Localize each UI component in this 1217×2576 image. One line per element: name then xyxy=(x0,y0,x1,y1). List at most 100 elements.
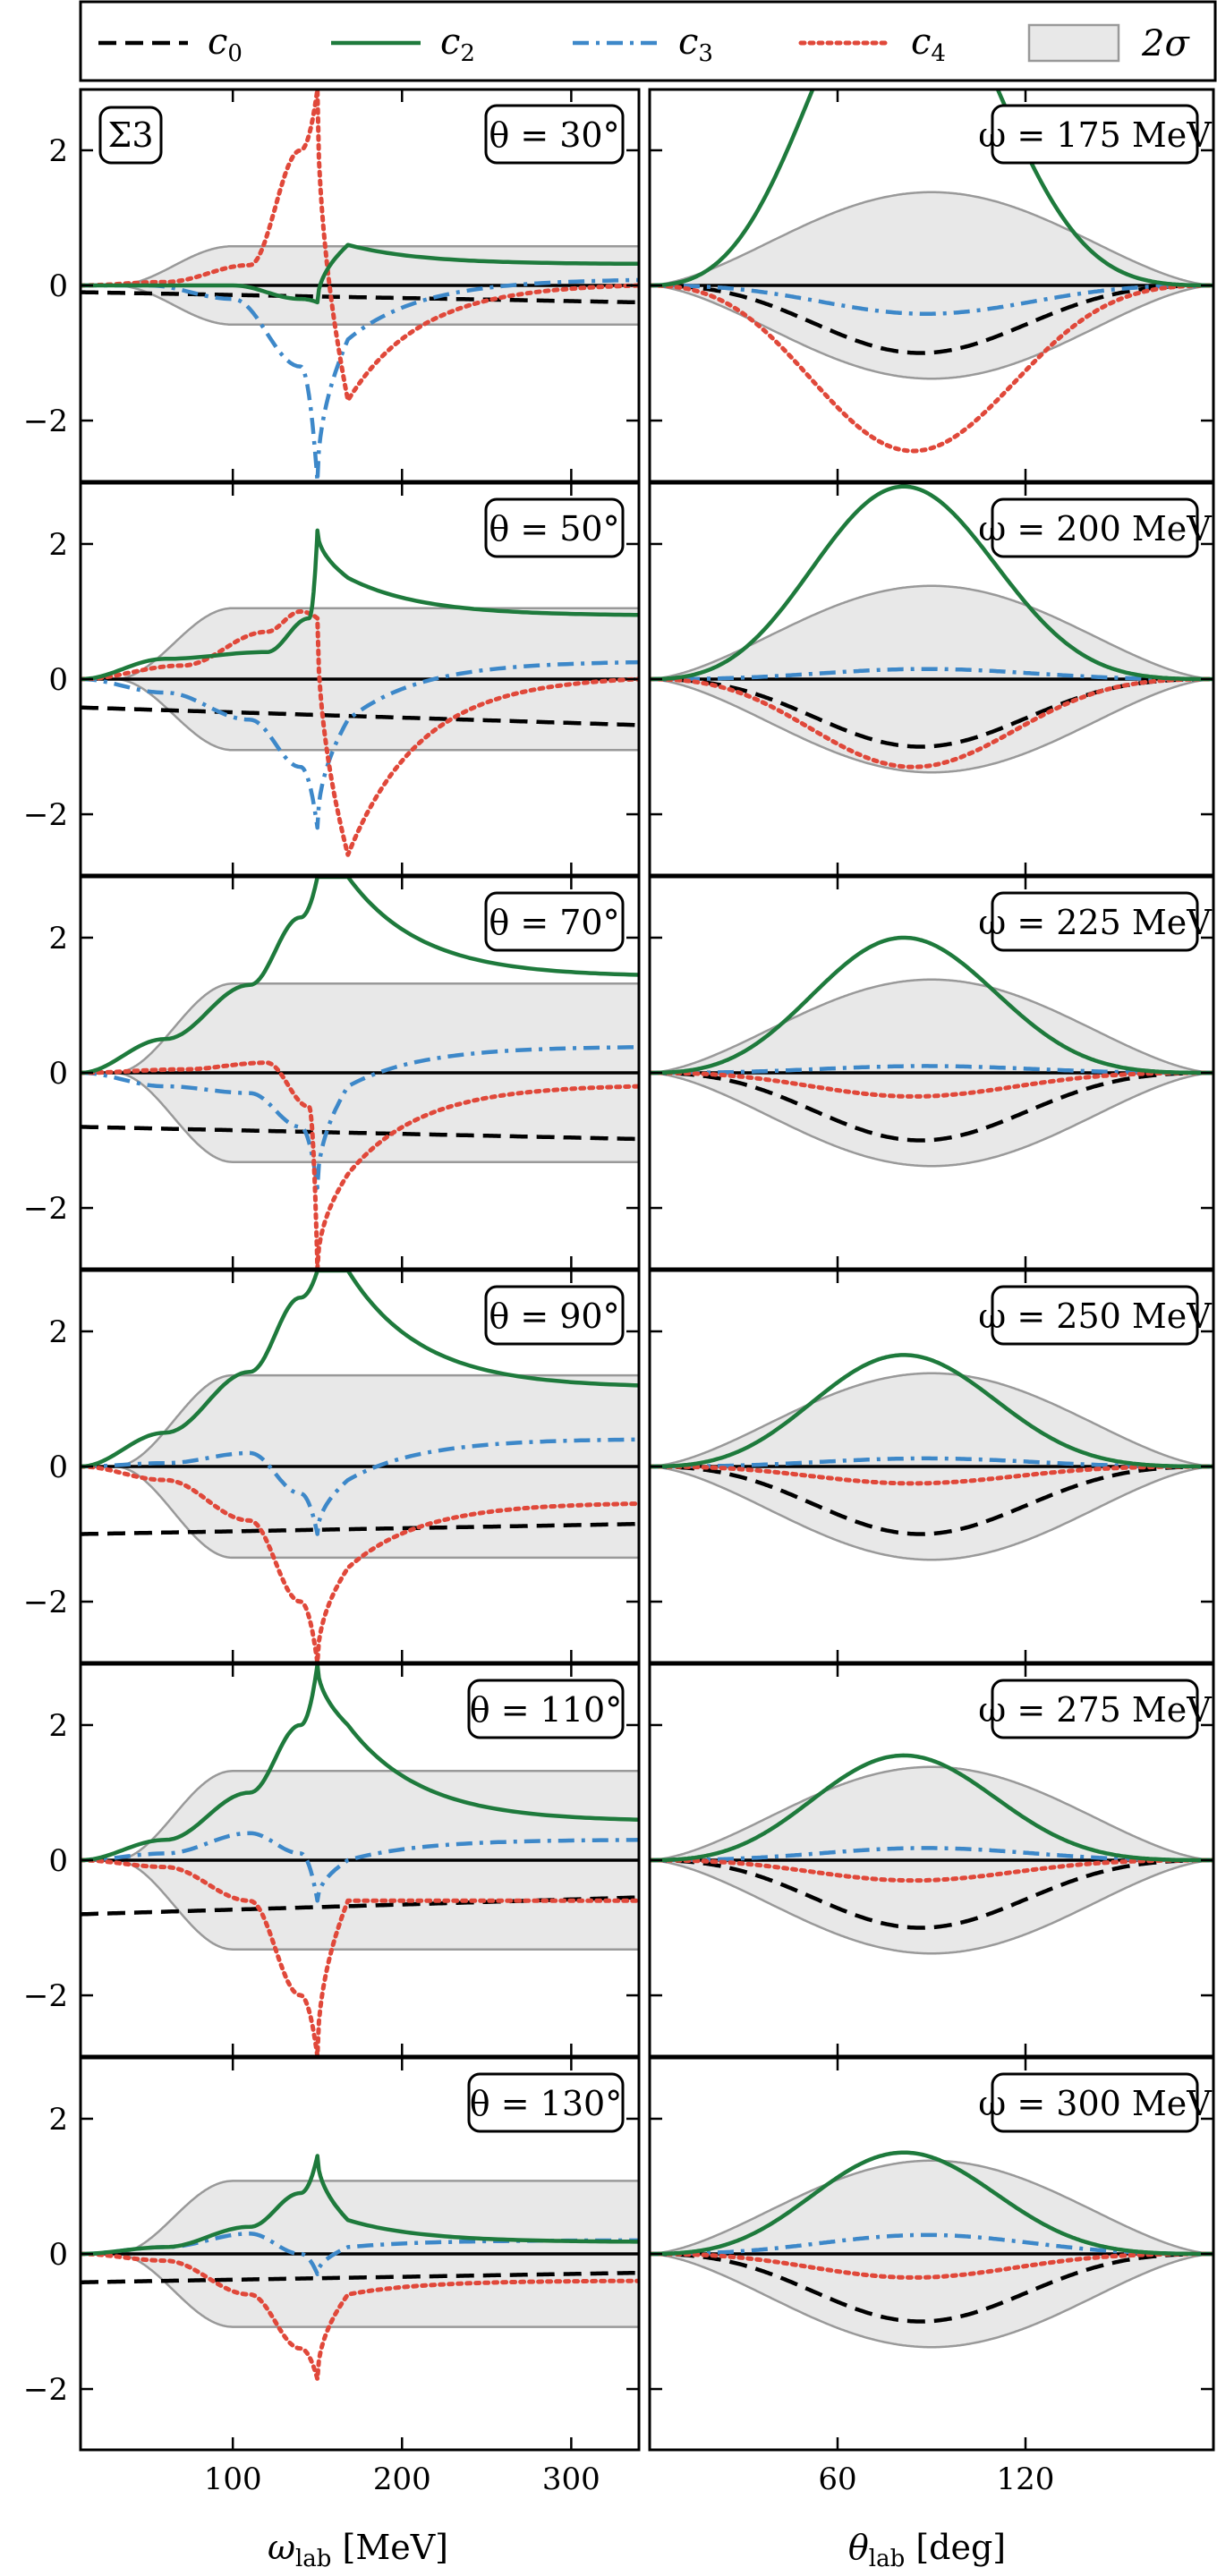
series-c0 xyxy=(650,1464,1213,1536)
band-lower-edge xyxy=(81,677,639,752)
panel-annotation: ω = 175 MeV xyxy=(978,115,1212,155)
series-c4 xyxy=(81,1060,639,1269)
panel-annotation: θ = 130° xyxy=(470,2084,622,2123)
panel-annotation-box xyxy=(484,1285,625,1346)
observable-label: Σ3 xyxy=(107,115,153,155)
legend-band-swatch xyxy=(1027,23,1120,63)
band-upper-edge xyxy=(81,982,639,1075)
panel-annotation: ω = 250 MeV xyxy=(978,1297,1212,1336)
series-c3 xyxy=(81,659,639,830)
legend-c2-label: c2 xyxy=(440,21,475,67)
plot-area xyxy=(650,1353,1213,1561)
y-tick-label: −2 xyxy=(23,1191,68,1227)
y-tick-label: −2 xyxy=(23,797,68,833)
band-lower-edge xyxy=(650,1465,1213,1561)
left-panel-6: −2 0 2 100 200 300 θ = 130° xyxy=(23,2056,641,2497)
y-tick-label: 2 xyxy=(48,1314,68,1350)
x-axis-title-left: ωlab [MeV] xyxy=(268,2528,448,2572)
y-tick-label: −2 xyxy=(23,1585,68,1620)
band-lower-edge xyxy=(81,284,639,327)
series-c3 xyxy=(650,2232,1213,2257)
series-c4 xyxy=(81,1858,639,2056)
series-c4 xyxy=(650,1070,1213,1099)
panel-annotation: θ = 30° xyxy=(489,115,619,155)
panel-annotation: ω = 300 MeV xyxy=(978,2084,1212,2123)
x-tick-label: 120 xyxy=(997,2461,1055,2497)
right-panel-3: ω = 225 MeV xyxy=(648,875,1215,1271)
panel-annotation: θ = 110° xyxy=(470,1690,622,1730)
band-lower-edge xyxy=(81,1858,639,1951)
right-panel-5: ω = 275 MeV xyxy=(648,1662,1215,2058)
y-tick-label: 0 xyxy=(48,1843,68,1879)
plot-area xyxy=(81,528,639,857)
series-c0 xyxy=(81,290,639,305)
plot-area xyxy=(81,1664,639,2056)
left-panel-2: −2 0 2 θ = 50° xyxy=(23,481,641,877)
band-upper-edge xyxy=(650,978,1213,1075)
series-c2 xyxy=(81,877,639,1075)
left-panel-1: −2 0 2 θ = 30° Σ3 xyxy=(23,88,641,483)
series-c4 xyxy=(81,2251,639,2382)
band-upper-edge xyxy=(81,2180,639,2256)
panel-annotation-box xyxy=(484,497,625,558)
panel-annotation: θ = 90° xyxy=(489,1297,619,1336)
panel-annotation: ω = 200 MeV xyxy=(978,509,1212,548)
series-c3 xyxy=(650,1064,1213,1075)
series-c3 xyxy=(650,1846,1213,1863)
series-c0 xyxy=(650,2251,1213,2324)
series-c0 xyxy=(81,1521,639,1536)
x-axis-title-right: θlab [deg] xyxy=(848,2528,1006,2572)
series-c3 xyxy=(81,1045,639,1190)
panel-annotation-box xyxy=(991,497,1199,558)
series-c3 xyxy=(81,1831,639,1903)
band-lower-edge xyxy=(650,1858,1213,1955)
y-tick-label: 2 xyxy=(48,527,68,563)
panel-annotation: ω = 225 MeV xyxy=(978,903,1212,942)
series-c2 xyxy=(650,2150,1213,2257)
series-c2 xyxy=(81,528,639,682)
series-c2 xyxy=(650,484,1213,682)
x-tick-label: 200 xyxy=(373,2461,431,2497)
series-c3 xyxy=(650,283,1213,316)
panel-annotation: θ = 50° xyxy=(489,509,619,548)
series-c4 xyxy=(650,2251,1213,2280)
band-upper-edge xyxy=(650,1765,1213,1862)
series-c4 xyxy=(650,1858,1213,1883)
band-lower-edge xyxy=(650,677,1213,774)
panel-annotation-box xyxy=(991,104,1199,165)
left-panel-5: −2 0 2 θ = 110° xyxy=(23,1662,641,2058)
left-panel-3: −2 0 2 θ = 70° xyxy=(23,875,641,1271)
right-panel-6: 60 120 ω = 300 MeV xyxy=(648,2056,1215,2497)
band-upper-edge xyxy=(650,1372,1213,1468)
series-c2 xyxy=(81,1664,639,1863)
legend-c0-label: c0 xyxy=(208,21,243,67)
plot-area xyxy=(650,484,1213,774)
legend-c3-label: c3 xyxy=(678,21,713,67)
panel-annotation-box xyxy=(991,1679,1199,1739)
y-tick-label: −2 xyxy=(23,404,68,439)
plot-area xyxy=(81,1271,639,1662)
series-c4 xyxy=(650,283,1213,454)
band-upper-edge xyxy=(650,2159,1213,2256)
band-upper-edge xyxy=(81,607,639,681)
series-c3 xyxy=(81,277,639,481)
series-c2 xyxy=(650,1753,1213,1863)
y-tick-label: 2 xyxy=(48,2102,68,2138)
plot-area xyxy=(650,89,1213,454)
panel-annotation-box xyxy=(991,1285,1199,1346)
x-tick-label: 100 xyxy=(204,2461,262,2497)
band-upper-edge xyxy=(81,1373,639,1468)
series-c2 xyxy=(650,89,1213,288)
left-panel-4: −2 0 2 θ = 90° xyxy=(23,1269,641,1664)
series-c0 xyxy=(650,1070,1213,1143)
panels: −2 0 2 θ = 30° Σ3 −2 0 2 θ = 50° −2 0 2 θ = 70° −2 0 2 θ… xyxy=(23,88,1215,2497)
x-tick-label: 300 xyxy=(542,2461,600,2497)
x-tick-label: 60 xyxy=(818,2461,856,2497)
y-tick-label: 0 xyxy=(48,1450,68,1485)
right-panel-1: ω = 175 MeV xyxy=(648,88,1215,483)
series-c2 xyxy=(81,2154,639,2257)
plot-area xyxy=(81,877,639,1269)
series-c0 xyxy=(650,1858,1213,1930)
series-c4 xyxy=(81,1464,639,1662)
